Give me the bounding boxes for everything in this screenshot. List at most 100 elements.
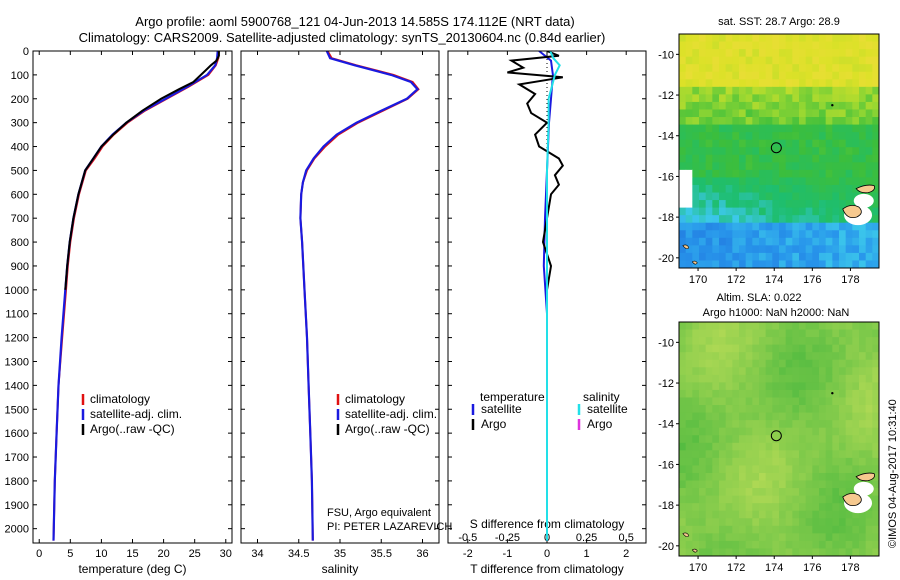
map-cell [745, 215, 753, 224]
map-cell [859, 367, 867, 376]
map-cell [825, 34, 833, 43]
map-cell [859, 222, 867, 231]
map-cell [692, 64, 700, 73]
map-cell [852, 450, 860, 459]
map-cell [705, 162, 713, 171]
map-cell [679, 495, 687, 504]
map-frame [678, 33, 880, 269]
map-cell [745, 548, 753, 557]
map-cell [685, 352, 693, 361]
map-cell [865, 382, 873, 391]
map-cell [799, 374, 807, 383]
map-cell [845, 442, 853, 451]
depth-tick-label: 1800 [5, 476, 29, 488]
map-cell [745, 64, 753, 73]
map-cell [705, 465, 713, 474]
map-cell [732, 495, 740, 504]
map-cell [745, 329, 753, 338]
map-cell [832, 480, 840, 489]
map-cell [759, 405, 767, 414]
map-cell [732, 200, 740, 209]
map-cell [872, 435, 880, 444]
map-cell [859, 548, 867, 557]
land-mask [853, 481, 874, 496]
map-cell [839, 124, 847, 133]
map-cell [685, 86, 693, 95]
map-cell [685, 64, 693, 73]
map-cell [739, 367, 747, 376]
map-cell [872, 237, 880, 246]
map-cell [819, 548, 827, 557]
map-cell [759, 322, 767, 331]
map-cell [865, 139, 873, 148]
map-cell [785, 64, 793, 73]
map-cell [865, 177, 873, 186]
map-cell [739, 222, 747, 231]
map-cell [719, 488, 727, 497]
map-cell [852, 245, 860, 254]
map-cell [759, 260, 767, 269]
map-cell [799, 329, 807, 338]
map-cell [865, 405, 873, 414]
map-cell [859, 397, 867, 406]
map-cell [712, 412, 720, 421]
map-cell [739, 94, 747, 103]
map-cell [825, 139, 833, 148]
map-cell [712, 533, 720, 542]
map-cell [839, 427, 847, 436]
map-x-tick-label: 176 [803, 562, 821, 574]
map-cell [772, 480, 780, 489]
map-cell [845, 222, 853, 231]
map-cell [705, 169, 713, 178]
map-cell [799, 139, 807, 148]
map-x-tick-label: 170 [689, 274, 707, 286]
map-cell [712, 207, 720, 216]
map-cell [679, 540, 687, 549]
map-cell [779, 495, 787, 504]
map-cell [739, 359, 747, 368]
map-cell [692, 472, 700, 482]
map-cell [705, 412, 713, 421]
map-cell [792, 442, 800, 451]
map-cell [865, 222, 873, 231]
map-cell [832, 548, 840, 557]
map-cell [692, 162, 700, 171]
map-cell [732, 86, 740, 95]
map-cell [852, 86, 860, 95]
map-cell [739, 488, 747, 497]
map-cell [719, 503, 727, 512]
map-cell [685, 382, 693, 391]
map-cell [745, 359, 753, 368]
map-cell [812, 139, 820, 148]
map-cell [685, 215, 693, 224]
map-cell [819, 237, 827, 246]
map-cell [779, 412, 787, 421]
map-cell [692, 427, 700, 436]
map-cell [792, 230, 800, 239]
map-cell [699, 548, 707, 557]
map-cell [852, 329, 860, 338]
map-cell [752, 465, 760, 474]
map-cell [679, 252, 687, 261]
map-cell [765, 34, 773, 43]
map-cell [685, 101, 693, 110]
x-tick-label: -1 [503, 548, 513, 560]
map-cell [692, 124, 700, 133]
map-cell [712, 420, 720, 429]
map-cell [759, 101, 767, 110]
map-cell [805, 49, 813, 58]
map-cell [865, 71, 873, 80]
map-cell [785, 450, 793, 459]
map-cell [719, 184, 727, 194]
map-cell [812, 389, 820, 398]
map-cell [799, 525, 807, 534]
map-cell [799, 177, 807, 186]
map-cell [779, 132, 787, 141]
map-cell [759, 49, 767, 58]
map-cell [699, 79, 707, 88]
map-cell [719, 359, 727, 368]
map-cell [785, 329, 793, 338]
map-cell [679, 435, 687, 444]
x-tick-label: 2 [623, 548, 629, 560]
map-cell [819, 245, 827, 254]
